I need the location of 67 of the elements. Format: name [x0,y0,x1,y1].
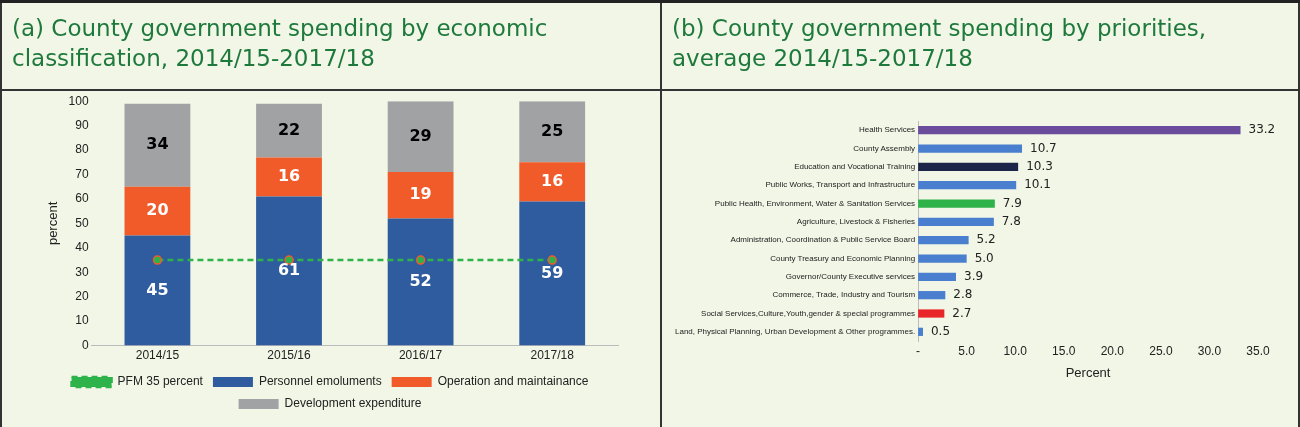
legend-label: Development expenditure [284,396,422,411]
data-label: 59 [541,262,564,282]
data-label: 45 [146,279,169,299]
y-tick-label: Social Services,Culture,Youth,gender & special programmes [701,308,916,318]
y-tick-label: County Treasury and Economic Planning [770,253,916,263]
y-tick-label: 80 [75,142,89,157]
legend-label: PFM 35 percent [117,374,204,389]
data-label: 61 [277,260,301,280]
data-label: 52 [409,271,432,291]
y-tick-label: 0 [81,337,89,352]
x-tick-label: 2015/16 [267,348,312,363]
y-tick-label: Commerce, Trade, Industry and Tourism [772,290,916,300]
data-label: 10.7 [1030,140,1057,155]
x-tick-label: 2017/18 [530,348,575,363]
data-label: 3.9 [963,268,984,283]
data-label: 16 [277,166,301,186]
y-tick-label: 90 [75,117,89,132]
y-tick-label: Governor/County Executive services [785,272,916,282]
x-tick-label: 35.0 [1246,343,1270,358]
data-label: 25 [541,120,564,140]
data-label: 22 [277,119,301,139]
legend-label: Personnel emoluments [258,374,382,389]
y-tick-label: 10 [75,313,89,328]
y-axis-title: percent [45,201,61,246]
data-label: 2.7 [952,305,972,320]
data-label: 16 [541,171,564,191]
y-tick-label: Administration, Coordination & Public Service Board [730,235,916,245]
data-label: 2.8 [953,287,973,302]
x-tick-label: 20.0 [1100,343,1125,358]
data-label: 7.8 [1001,213,1021,228]
y-tick-label: Land, Physical Planning, Urban Development & Other programmes. [675,327,916,337]
y-tick-label: 40 [75,240,89,255]
y-tick-label: 50 [75,215,89,230]
data-label: 19 [409,184,432,204]
x-tick-label: 15.0 [1052,343,1076,358]
x-tick-label: 30.0 [1197,343,1222,358]
y-tick-label: Education and Vocational Training [794,162,916,172]
data-label: 5.0 [974,250,994,265]
data-label: 34 [146,134,169,154]
data-label: 0.5 [930,323,951,338]
x-tick-label: 2016/17 [398,348,443,363]
y-tick-label: 30 [75,264,89,279]
y-tick-label: Public Health, Environment, Water & Sanitation Services [714,198,916,208]
data-label: 29 [409,125,432,145]
y-tick-label: 60 [75,191,89,206]
y-tick-label: 70 [75,166,89,181]
data-label: 5.2 [976,232,996,247]
legend-label: Operation and maintainance [437,374,589,389]
x-tick-label: 2014/15 [135,348,180,363]
data-label: 33.2 [1248,122,1276,137]
chart-title: (b) County government spending by priorities, average 2014/15-2017/18 [662,3,1298,91]
data-label: 10.3 [1026,158,1053,173]
x-tick-label: 25.0 [1149,343,1173,358]
x-tick-label: 10.0 [1003,343,1028,358]
data-label: 7.9 [1002,195,1022,210]
y-tick-label: Agriculture, Livestock & Fisheries [796,217,916,227]
y-tick-label: County Assembly [853,143,916,153]
y-tick-label: 20 [75,289,89,304]
chart-title: (a) County government spending by economic classification, 2014/15-2017/18 [2,3,660,91]
x-tick-label: - [916,343,921,358]
x-axis-title: Percent [1065,364,1111,380]
x-tick-label: 5.0 [958,343,976,358]
y-tick-label: Public Works, Transport and Infrastructure [765,180,916,190]
data-label: 20 [146,200,169,220]
data-label: 10.1 [1024,177,1051,192]
y-tick-label: 100 [68,93,89,108]
y-tick-label: Health Services [859,125,916,135]
